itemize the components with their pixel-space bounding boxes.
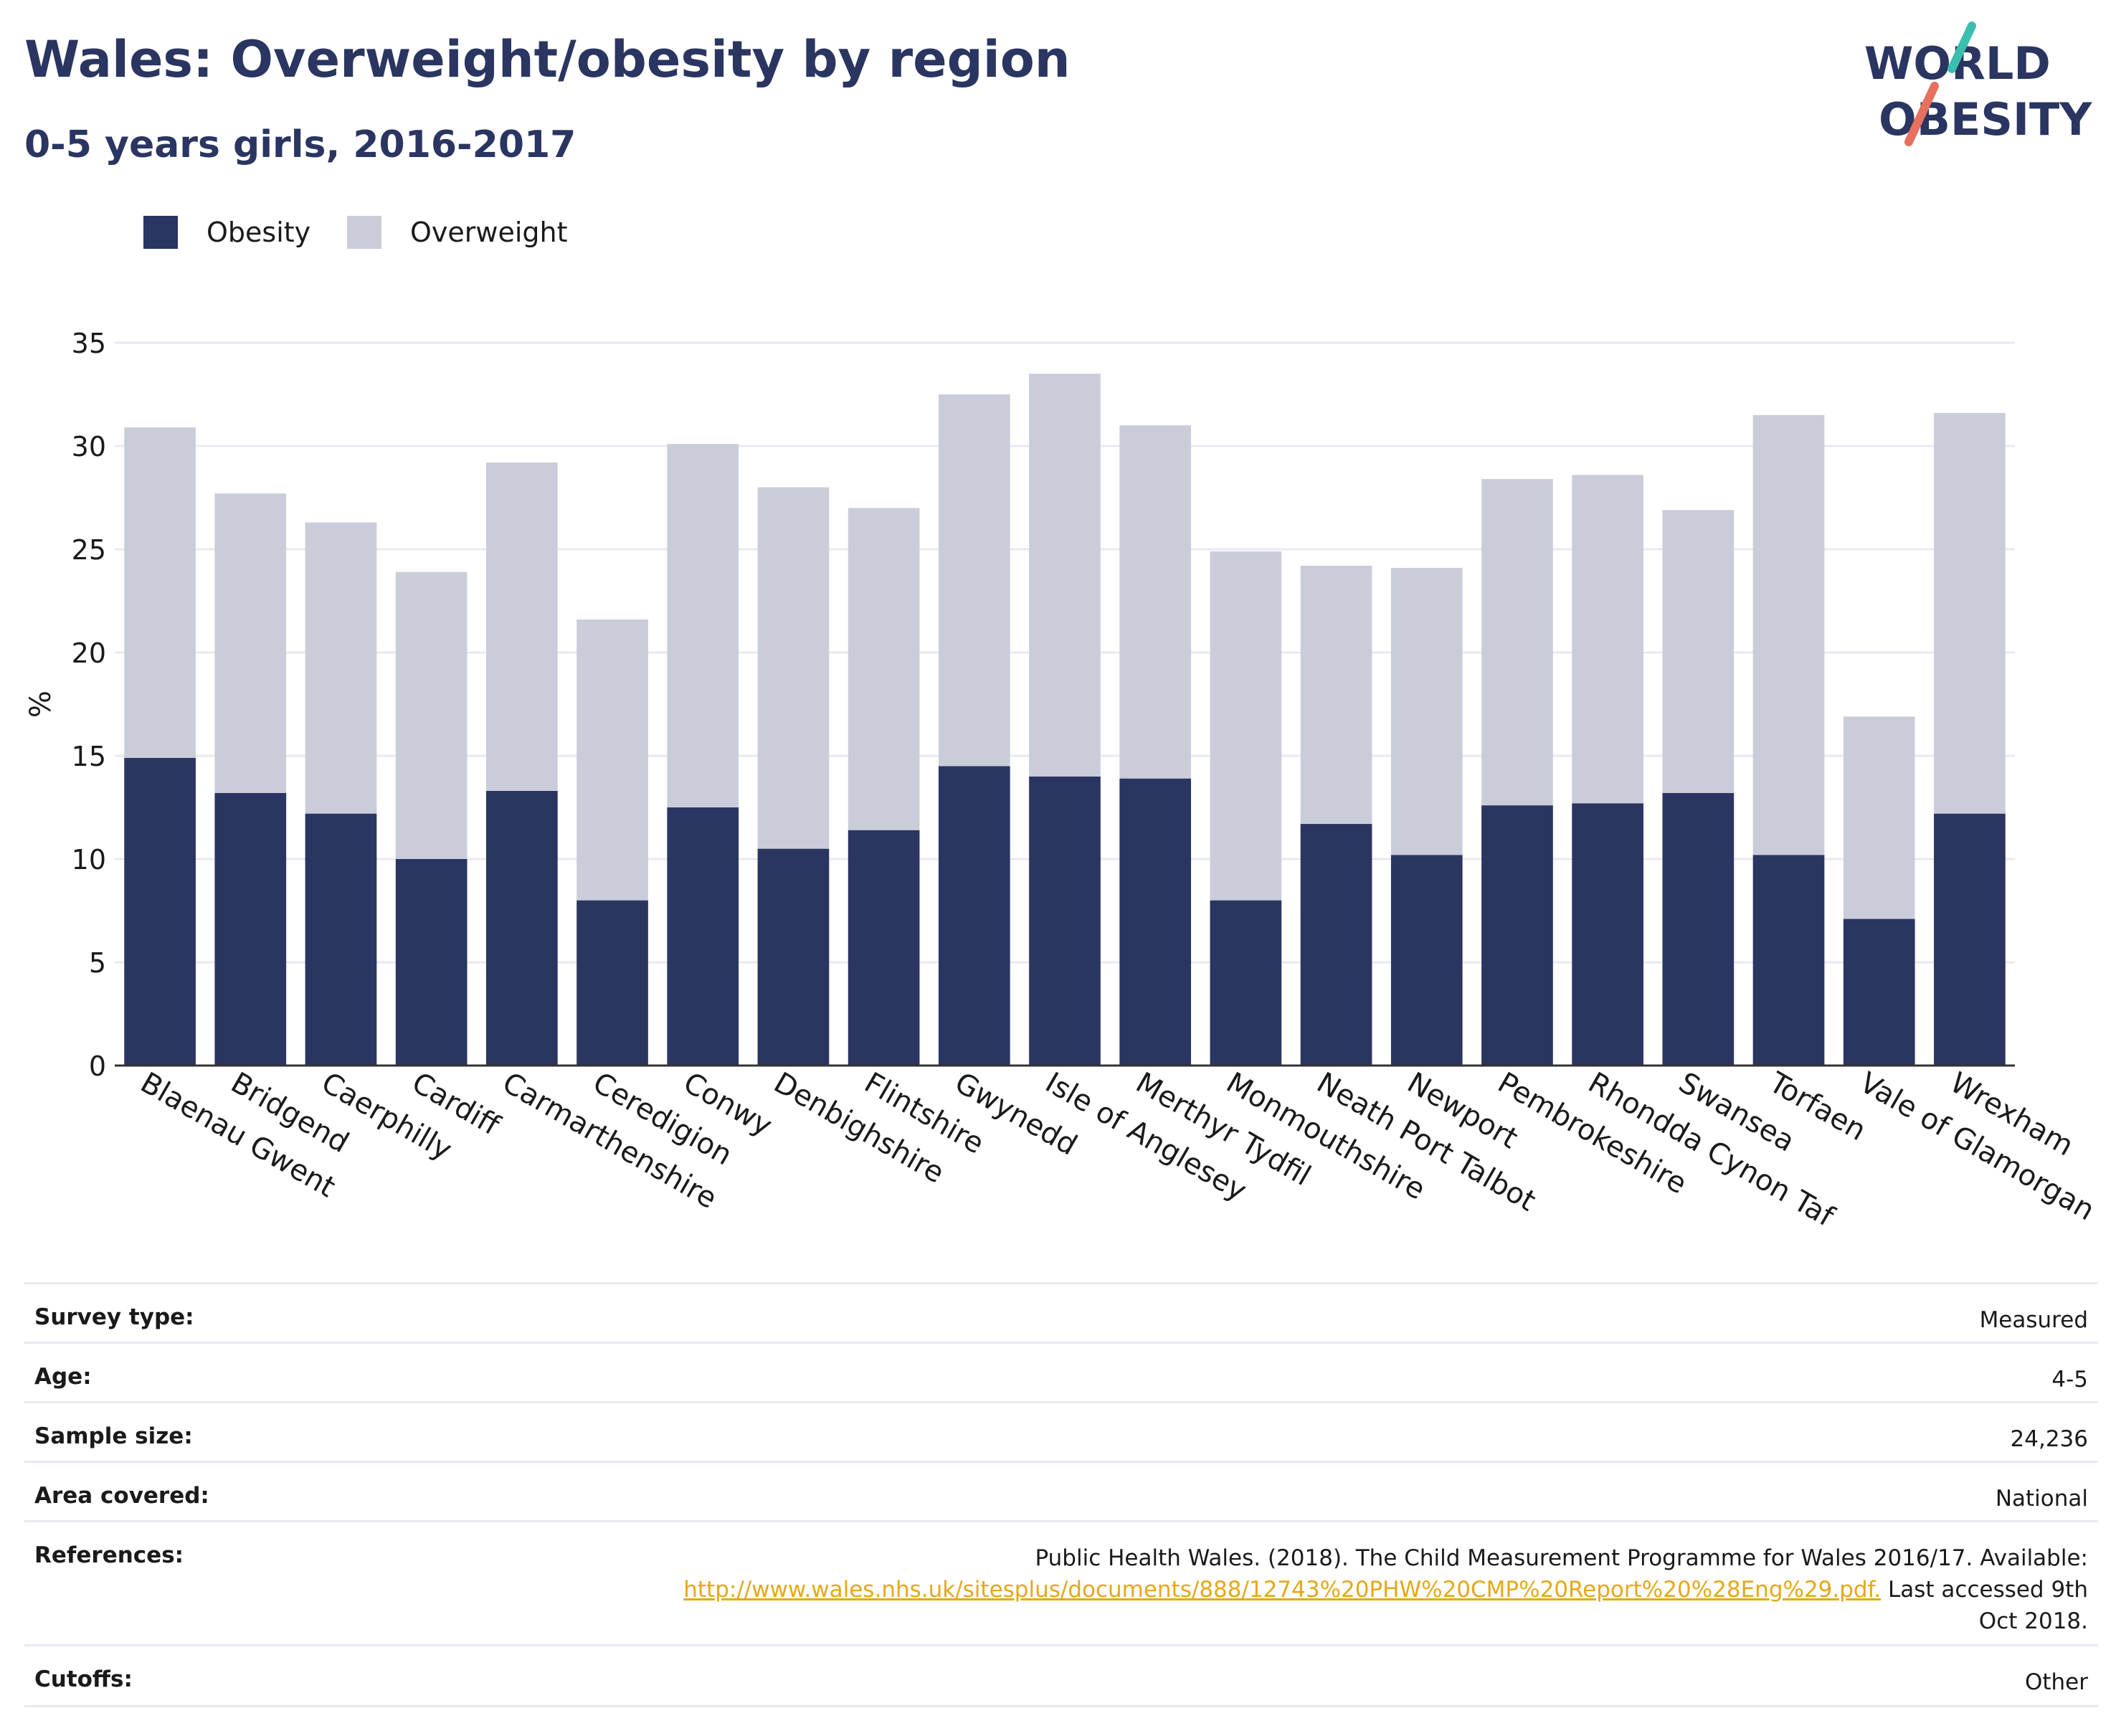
bars [124,374,2006,1066]
logo-teal-slash [1947,22,1976,73]
bar-obesity[interactable] [667,807,739,1066]
references-value: Public Health Wales. (2018). The Child M… [668,1542,2088,1637]
area-covered-value: National [1995,1486,2088,1512]
bar-obesity[interactable] [1119,778,1192,1066]
bar-overweight[interactable] [1752,414,1825,855]
bar-obesity[interactable] [1843,919,1915,1066]
y-tick-label: 30 [72,431,106,463]
legend-label-overweight: Overweight [410,217,568,248]
bar-obesity[interactable] [1390,855,1463,1066]
bar-obesity[interactable] [1481,805,1553,1066]
bar-obesity[interactable] [1300,824,1372,1066]
sample-size-value: 24,236 [2010,1426,2088,1452]
y-tick-label: 15 [72,741,106,772]
bar-obesity[interactable] [1029,776,1101,1066]
bar-overweight[interactable] [1934,412,2006,814]
cutoffs-label: Cutoffs: [34,1666,133,1692]
sample-size-label: Sample size: [34,1423,193,1449]
info-row-cutoffs: Cutoffs: Other [24,1644,2098,1707]
x-tick-labels: Blaenau GwentBridgendCaerphillyCardiffCa… [135,1066,2100,1233]
age-label: Age: [34,1364,92,1390]
references-text-after: Last accessed 9th Oct 2018. [1881,1577,2088,1634]
bar-obesity[interactable] [1662,792,1735,1066]
bar-overweight[interactable] [1390,567,1463,855]
bar-obesity[interactable] [395,859,468,1066]
y-tick-label: 25 [72,534,106,566]
bar-overweight[interactable] [1572,475,1643,804]
bar-overweight[interactable] [667,444,739,807]
bar-overweight[interactable] [757,487,830,849]
bar-obesity[interactable] [1934,813,2006,1066]
bar-overweight[interactable] [1210,551,1282,901]
survey-type-label: Survey type: [34,1304,194,1330]
y-tick-label: 10 [72,844,106,876]
bar-overweight[interactable] [395,571,468,859]
y-axis-label: % [24,691,57,718]
y-tick-labels: 0 5 10 15 20 25 30 35 [72,328,106,1082]
info-table: Survey type: Measured Age: 4-5 Sample si… [24,1282,2098,1707]
bar-overweight[interactable] [1481,479,1553,806]
info-row-sample-size: Sample size: 24,236 [24,1401,2098,1461]
logo-coral-slash [1904,82,1939,146]
age-value: 4-5 [2051,1367,2088,1393]
bar-overweight[interactable] [938,394,1010,767]
info-row-references: References: Public Health Wales. (2018).… [24,1520,2098,1644]
bar-overweight[interactable] [1029,374,1101,777]
bar-chart: 0 5 10 15 20 25 30 35 Blaenau GwentBridgendCaer… [24,328,2100,1234]
references-link[interactable]: http://www.wales.nhs.uk/sitesplus/docume… [683,1577,1882,1603]
references-text-before: Public Health Wales. (2018). The Child M… [1035,1545,2089,1571]
references-label: References: [34,1542,184,1568]
y-tick-label: 0 [89,1050,106,1082]
bar-obesity[interactable] [1210,900,1282,1066]
bar-overweight[interactable] [486,463,558,791]
bar-overweight[interactable] [1119,425,1192,779]
bar-obesity[interactable] [848,830,920,1066]
area-covered-label: Area covered: [34,1483,209,1509]
bar-overweight[interactable] [848,508,920,830]
info-row-age: Age: 4-5 [24,1342,2098,1401]
bar-obesity[interactable] [576,900,648,1066]
bar-obesity[interactable] [214,792,287,1066]
bar-obesity[interactable] [1752,855,1825,1066]
y-tick-label: 35 [72,328,106,359]
bar-overweight[interactable] [576,619,648,901]
legend-swatch-obesity [143,216,178,249]
bar-obesity[interactable] [938,766,1010,1066]
bar-overweight[interactable] [214,493,287,793]
bar-obesity[interactable] [486,790,558,1066]
survey-type-value: Measured [1979,1307,2088,1333]
y-tick-label: 20 [72,637,106,669]
bar-obesity[interactable] [757,848,830,1066]
legend-swatch-overweight [347,216,381,249]
info-row-area-covered: Area covered: National [24,1461,2098,1520]
bar-obesity[interactable] [305,813,377,1066]
bar-overweight[interactable] [1843,716,1915,919]
bar-overweight[interactable] [124,427,196,758]
y-tick-label: 5 [89,947,106,979]
bar-overweight[interactable] [1300,566,1372,825]
cutoffs-value: Other [2024,1669,2088,1695]
page-subtitle: 0-5 years girls, 2016-2017 [24,123,576,166]
info-row-survey-type: Survey type: Measured [24,1282,2098,1342]
bar-overweight[interactable] [1662,510,1735,793]
bar-obesity[interactable] [124,757,196,1066]
page-title: Wales: Overweight/obesity by region [24,30,1071,89]
bar-obesity[interactable] [1572,803,1643,1066]
bar-overweight[interactable] [305,522,377,814]
world-obesity-logo: WORLD OBESITY [1864,22,2092,146]
legend-label-obesity: Obesity [207,217,311,248]
